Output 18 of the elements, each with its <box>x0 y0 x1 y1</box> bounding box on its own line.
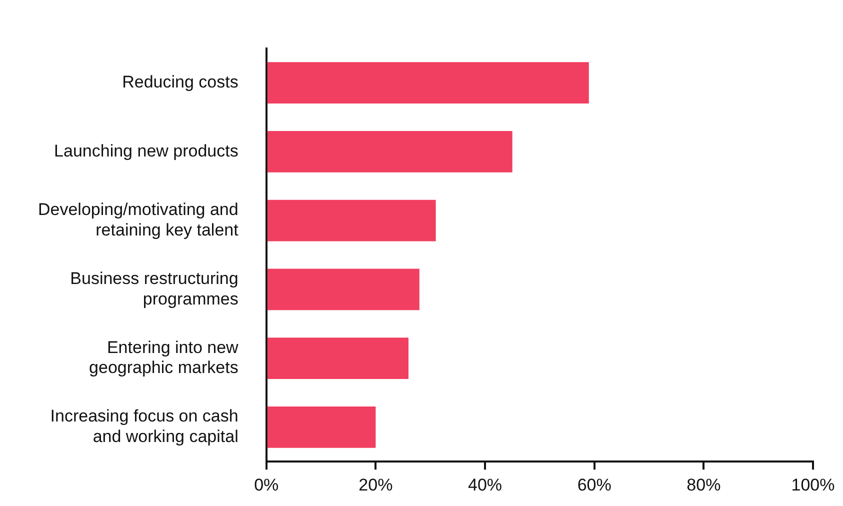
x-tick-label: 40% <box>468 475 502 494</box>
bar <box>267 338 408 379</box>
bar <box>267 268 420 310</box>
x-tick-label: 20% <box>358 475 393 494</box>
y-tick-label: Developing/motivating and retaining key talent <box>38 200 239 240</box>
x-tick-label: 80% <box>686 475 721 494</box>
bar <box>267 200 436 242</box>
y-tick-label: Increasing focus on cash and working capital <box>50 406 238 446</box>
bar <box>267 406 376 448</box>
y-tick-label: Launching new products <box>54 141 238 160</box>
bar <box>267 62 589 104</box>
y-tick-label: Reducing costs <box>122 72 238 92</box>
x-tick-label: 0% <box>254 475 279 494</box>
y-tick-label: Entering into new geographic markets <box>89 338 240 378</box>
y-tick-label: Business restructuring programmes <box>70 268 238 308</box>
x-tick-label: 100% <box>791 475 835 494</box>
x-tick-label: 60% <box>577 475 612 494</box>
bar <box>267 131 512 172</box>
